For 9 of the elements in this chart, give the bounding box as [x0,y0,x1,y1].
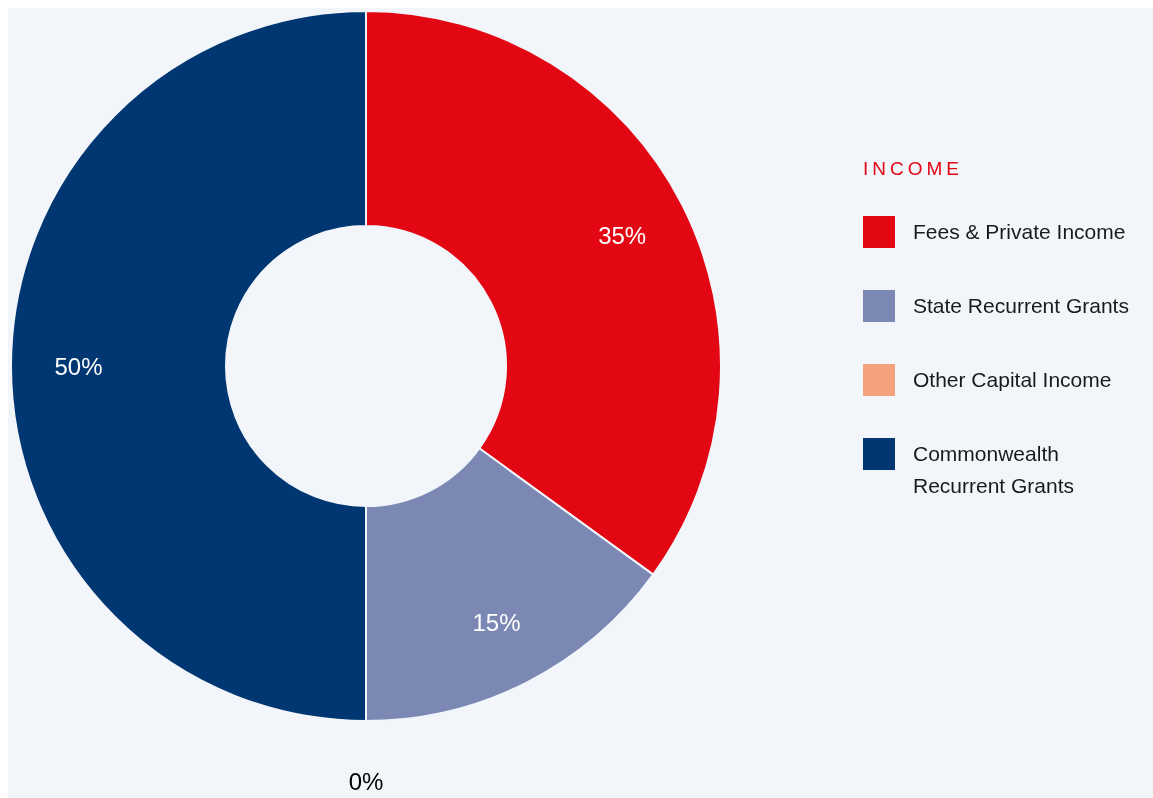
data-label: 15% [472,608,521,636]
legend-label: Commonwealth Recurrent Grants [913,441,1076,499]
text: 0% [348,767,384,795]
data-label: 35% [598,221,647,249]
data-label: 50% [54,352,103,380]
legend-label: Other Capital Income [913,367,1113,393]
legend-label: State Recurrent Grants [913,293,1130,319]
legend-title: INCOME [863,158,964,180]
legend-label: Fees & Private Income [913,219,1127,245]
